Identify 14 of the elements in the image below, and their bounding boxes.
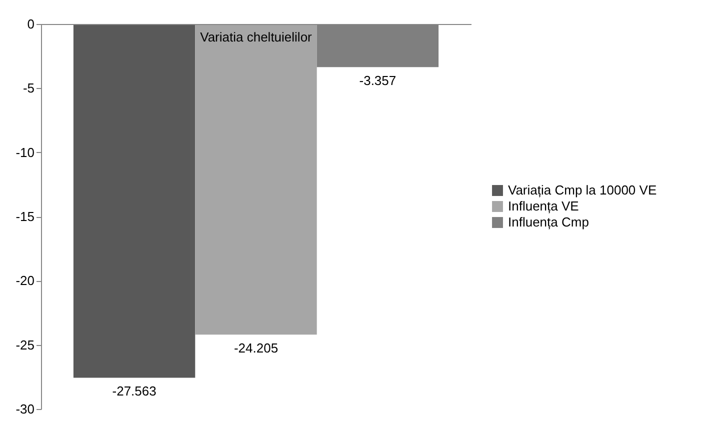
y-tick-label: -15 xyxy=(16,209,34,224)
data-label: -3.357 xyxy=(359,73,396,88)
legend-label: Influența VE xyxy=(508,198,580,214)
y-tick-label: -5 xyxy=(22,80,34,96)
legend-label: Influența Cmp xyxy=(508,214,589,230)
y-tick-label: -25 xyxy=(16,337,34,352)
data-label: -27.563 xyxy=(112,384,156,399)
data-label: -24.205 xyxy=(234,340,278,356)
y-tick-label: -20 xyxy=(16,273,34,288)
x-tick-label: Variatia cheltuielilor xyxy=(200,30,313,44)
legend-label: Variația Cmp la 10000 VE xyxy=(508,182,657,198)
y-tick-label: -30 xyxy=(16,402,34,416)
y-tick-label: -10 xyxy=(16,144,34,160)
y-tick-label: 0 xyxy=(27,16,34,32)
